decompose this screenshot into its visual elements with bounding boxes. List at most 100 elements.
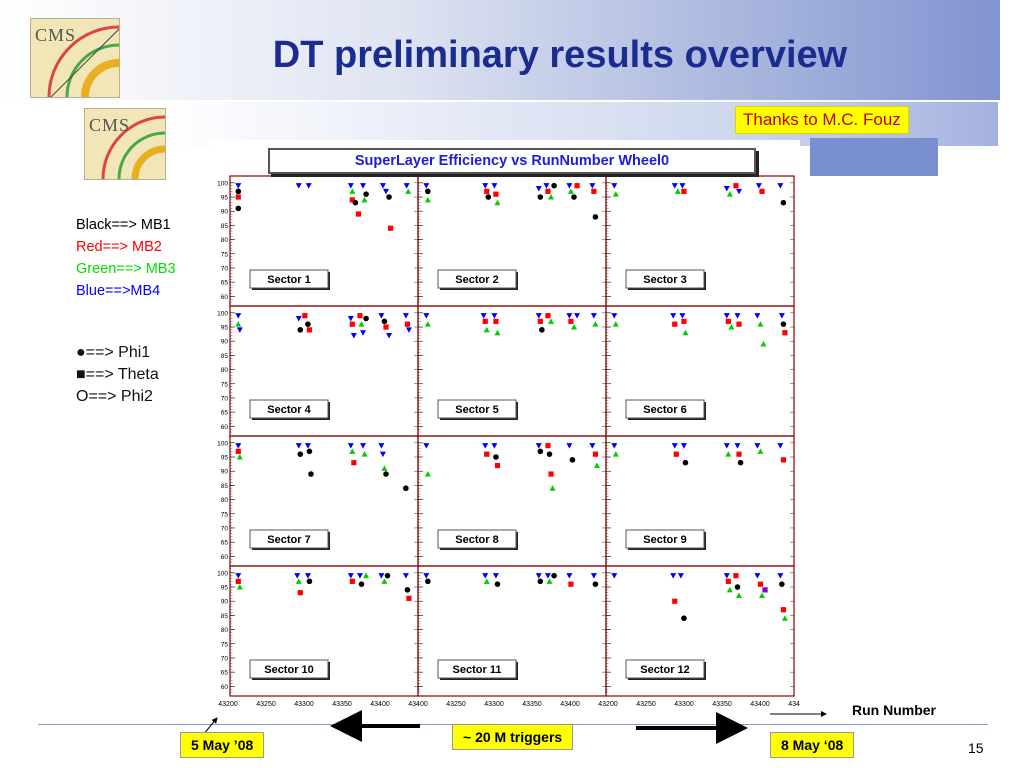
sector-label-box bbox=[249, 529, 329, 549]
data-point bbox=[733, 183, 739, 189]
data-point bbox=[494, 199, 501, 206]
data-point bbox=[725, 578, 731, 584]
data-point bbox=[235, 313, 242, 319]
data-point bbox=[483, 326, 490, 333]
data-point bbox=[386, 194, 392, 200]
legend-mb1: Black==> MB1 bbox=[76, 217, 171, 233]
y-tick-label: 100 bbox=[217, 570, 228, 577]
data-point bbox=[492, 573, 499, 579]
cms-logo-small: CMS bbox=[84, 108, 166, 180]
data-point bbox=[482, 183, 489, 189]
x-tick-label: 43350 bbox=[712, 701, 732, 708]
data-point bbox=[493, 454, 499, 460]
data-point bbox=[360, 443, 367, 449]
data-point bbox=[349, 321, 355, 327]
x-tick-label: 43350 bbox=[522, 701, 542, 708]
y-tick-label: 100 bbox=[217, 180, 228, 187]
x-tick-label: 43400 bbox=[750, 701, 770, 708]
data-point bbox=[566, 573, 573, 579]
page-number: 15 bbox=[968, 740, 984, 756]
sector-label: Sector 1 bbox=[267, 274, 310, 286]
data-point bbox=[305, 321, 311, 327]
data-point bbox=[356, 573, 363, 579]
data-point bbox=[387, 225, 394, 231]
y-tick-label: 60 bbox=[221, 424, 229, 431]
y-tick-label: 65 bbox=[221, 410, 229, 417]
data-point bbox=[674, 188, 681, 194]
data-point bbox=[543, 183, 550, 189]
header-band-accent bbox=[810, 138, 938, 176]
sector-label-box bbox=[249, 269, 329, 289]
legend-phi1-label: ==> Phi1 bbox=[85, 344, 151, 361]
data-point bbox=[568, 318, 574, 324]
sector-label: Sector 8 bbox=[455, 534, 498, 546]
data-point bbox=[672, 598, 678, 604]
data-point bbox=[352, 199, 359, 206]
data-point bbox=[383, 471, 389, 477]
data-point bbox=[383, 324, 389, 330]
data-point bbox=[406, 595, 412, 601]
data-point bbox=[736, 321, 742, 327]
x-tick-label: 43200 bbox=[598, 701, 618, 708]
data-point bbox=[782, 330, 788, 336]
data-point bbox=[306, 448, 313, 455]
data-point bbox=[361, 196, 368, 203]
y-tick-label: 70 bbox=[221, 655, 229, 662]
data-point bbox=[781, 615, 788, 621]
data-point bbox=[736, 592, 743, 599]
data-point bbox=[236, 584, 243, 590]
data-point bbox=[734, 584, 741, 590]
data-point bbox=[235, 194, 241, 200]
data-point bbox=[728, 324, 735, 330]
x-tick-label: 43350 bbox=[332, 701, 352, 708]
efficiency-plot: 100 95 90 85 80 75 70 65 60 Sector 1 Sector 2 Secto… bbox=[210, 140, 808, 710]
data-point bbox=[306, 327, 313, 333]
data-point bbox=[778, 313, 785, 319]
data-point bbox=[235, 205, 242, 212]
data-point bbox=[754, 313, 761, 319]
sector-label-box bbox=[249, 659, 329, 679]
data-point bbox=[424, 321, 431, 327]
data-point bbox=[424, 471, 431, 477]
data-point bbox=[355, 211, 362, 217]
data-point bbox=[360, 183, 367, 189]
data-point bbox=[590, 313, 597, 319]
data-point bbox=[297, 590, 303, 596]
y-tick-label: 60 bbox=[221, 294, 229, 301]
data-point bbox=[349, 578, 355, 584]
data-point bbox=[535, 313, 542, 319]
plot-title: SuperLayer Efficiency vs RunNumber Wheel… bbox=[268, 148, 756, 174]
data-point bbox=[679, 183, 686, 189]
data-point bbox=[612, 451, 619, 457]
x-tick-label: 43200 bbox=[218, 701, 238, 708]
data-point bbox=[403, 183, 410, 189]
data-point bbox=[592, 214, 599, 220]
data-point bbox=[235, 183, 242, 189]
panel-frame bbox=[605, 565, 795, 697]
data-point bbox=[294, 573, 301, 579]
y-tick-label: 65 bbox=[221, 540, 229, 547]
data-point bbox=[535, 186, 542, 192]
sector-label: Sector 11 bbox=[453, 664, 502, 676]
run-number-label: Run Number bbox=[852, 702, 936, 718]
y-tick-label: 75 bbox=[221, 381, 229, 388]
data-point bbox=[611, 183, 618, 189]
data-point bbox=[347, 183, 354, 189]
data-point bbox=[777, 573, 784, 579]
data-point bbox=[424, 196, 431, 203]
sector-label: Sector 10 bbox=[264, 664, 314, 676]
data-point bbox=[777, 443, 784, 449]
data-point bbox=[611, 313, 618, 319]
data-point bbox=[349, 197, 355, 203]
data-point bbox=[386, 333, 393, 339]
data-point bbox=[723, 443, 730, 449]
data-point bbox=[482, 318, 488, 324]
y-tick-label: 85 bbox=[221, 223, 229, 230]
data-point bbox=[574, 313, 581, 319]
data-point bbox=[539, 327, 545, 333]
data-point bbox=[754, 573, 761, 579]
data-point bbox=[360, 330, 367, 336]
data-point bbox=[378, 313, 385, 319]
data-point bbox=[347, 573, 354, 579]
data-point bbox=[612, 321, 619, 327]
